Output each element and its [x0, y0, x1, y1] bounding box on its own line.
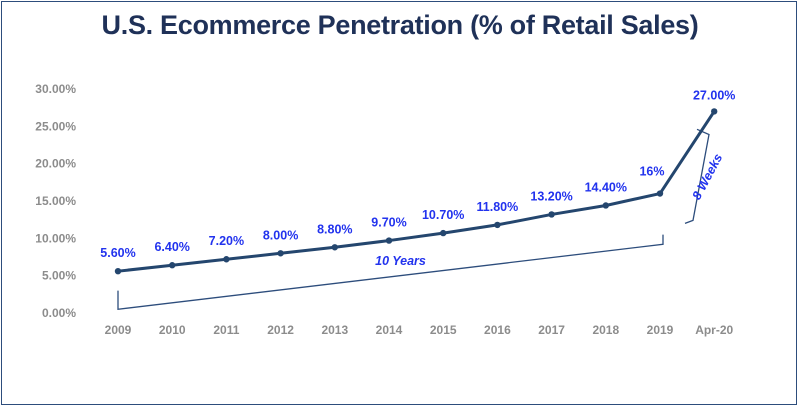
data-label: 9.70%: [371, 216, 406, 230]
x-tick-label: 2013: [321, 323, 348, 337]
data-label: 5.60%: [100, 246, 135, 260]
y-tick-label: 25.00%: [35, 119, 76, 133]
y-tick-label: 30.00%: [35, 82, 76, 96]
data-label: 6.40%: [154, 240, 189, 254]
y-tick-label: 15.00%: [35, 194, 76, 208]
data-label: 27.00%: [693, 88, 735, 102]
x-tick-label: 2017: [538, 323, 565, 337]
y-tick-label: 5.00%: [42, 269, 76, 283]
data-point: [711, 108, 718, 115]
data-point: [548, 211, 555, 218]
x-tick-label: 2009: [105, 323, 132, 337]
x-tick-label: 2010: [159, 323, 186, 337]
ten-years-bracket: [117, 234, 664, 310]
data-point: [169, 262, 176, 269]
data-point: [331, 244, 338, 251]
data-label: 13.20%: [530, 189, 572, 203]
y-tick-label: 10.00%: [35, 231, 76, 245]
x-tick-label: 2011: [213, 323, 239, 337]
y-tick-label: 20.00%: [35, 157, 76, 171]
x-tick-label: 2016: [484, 323, 511, 337]
data-point: [494, 221, 501, 229]
data-label: 8.00%: [263, 228, 298, 242]
x-tick-label: 2014: [376, 323, 403, 337]
eight-weeks-bracket: [684, 128, 710, 225]
x-tick-label: Apr-20: [695, 323, 733, 337]
chart-title: U.S. Ecommerce Penetration (% of Retail …: [101, 10, 699, 40]
data-label: 7.20%: [209, 234, 244, 248]
y-tick-label: 0.00%: [42, 306, 76, 320]
data-label: 10.70%: [422, 208, 464, 222]
eight-weeks-label: 8 Weeks: [690, 151, 726, 202]
x-tick-label: 2018: [592, 323, 619, 337]
ten-years-label: 10 Years: [375, 254, 426, 268]
x-tick-label: 2015: [430, 323, 457, 337]
data-label: 16%: [639, 165, 664, 179]
data-point: [114, 267, 122, 275]
data-point: [385, 237, 393, 244]
series-line: [117, 110, 716, 273]
x-tick-label: 2012: [267, 323, 294, 337]
x-tick-label: 2019: [647, 323, 674, 337]
data-point: [602, 202, 609, 209]
data-point: [656, 190, 664, 197]
data-point: [223, 256, 230, 263]
data-label: 8.80%: [317, 222, 352, 236]
data-point: [440, 229, 447, 237]
data-label: 11.80%: [477, 200, 519, 214]
data-point: [277, 250, 284, 257]
data-label: 14.40%: [585, 180, 627, 194]
